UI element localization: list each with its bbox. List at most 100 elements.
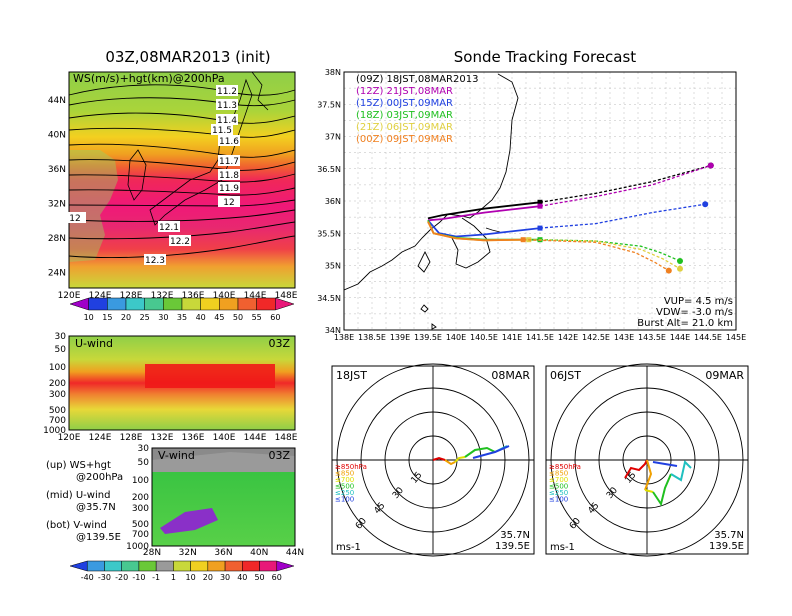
polar-legend-entry: ≤250 xyxy=(335,489,354,497)
v-lat-tick: 40N xyxy=(250,548,268,558)
v-lat-tick: 28N xyxy=(143,548,161,558)
panel-notes: (up) WS+hgt@200hPa (mid) U-wind@35.7N (bot… xyxy=(46,460,123,543)
wind-colorbar: -40 -30 -20 -10 -1 1 10 20 30 40 50 60 xyxy=(69,560,295,582)
contour-label-box xyxy=(218,135,240,146)
map-lat-tick: 24N xyxy=(48,269,66,279)
u-pressure-tick: 300 xyxy=(49,390,66,400)
map-lat-tick: 36N xyxy=(48,165,66,175)
colorbar-segment xyxy=(181,297,201,311)
contour-label-box xyxy=(158,221,180,232)
track-legend-entry: (18Z) 03JST,09MAR xyxy=(356,110,453,121)
track-landing-marker xyxy=(707,162,714,169)
track-lon-tick: 143E xyxy=(614,333,634,342)
colorbar-tick: 60 xyxy=(270,313,280,322)
u-pressure-tick: 30 xyxy=(55,332,67,342)
colorbar-segment xyxy=(173,560,191,572)
track-legend-entry: (00Z) 09JST,09MAR xyxy=(356,134,453,145)
map-lat-tick: 40N xyxy=(48,131,66,141)
colorbar-tick: 35 xyxy=(177,313,187,322)
track-lon-tick: 142.5E xyxy=(582,333,610,342)
u-lon-tick: 144E xyxy=(244,433,267,443)
vup-text: VUP= 4.5 m/s xyxy=(664,296,733,307)
u-pressure-tick: 100 xyxy=(49,363,66,373)
v-pressure-tick: 500 xyxy=(132,520,149,530)
contour-label: 11.6 xyxy=(219,137,239,147)
hodograph-segment xyxy=(444,459,456,466)
korea-outline xyxy=(127,149,147,201)
contour-label: 11.8 xyxy=(219,171,239,181)
v-pressure-tick: 700 xyxy=(132,530,149,540)
polar-lat: 35.7N xyxy=(714,530,744,541)
track-lon-tick: 139E xyxy=(390,333,410,342)
u-lon-ticks: 120E 124E 128E 132E 136E 140E 144E 148E xyxy=(58,433,298,443)
colorbar-segment xyxy=(86,560,105,572)
contour-label: 12.2 xyxy=(170,237,190,247)
track-lon-ticks: 138E 138.5E 139E 139.5E 140E 140.5E 141E 141.5E… xyxy=(334,333,746,342)
track-landing-marker xyxy=(677,257,683,264)
left-title: 03Z,08MAR2013 (init) xyxy=(105,48,270,66)
track-landing-marker xyxy=(702,201,709,208)
track-lon-tick: 138E xyxy=(334,333,354,342)
u-wind-core xyxy=(145,364,275,388)
contour-label-box xyxy=(216,114,238,125)
track-lon-tick: 140.5E xyxy=(470,333,498,342)
v-wind-purple xyxy=(160,508,218,534)
note-line-a: (mid) U-wind xyxy=(46,490,110,501)
u-lon-tick: 140E xyxy=(213,433,236,443)
colorbar-tick: 25 xyxy=(140,313,150,322)
v-pressure-tick: 300 xyxy=(132,504,149,514)
track-lat-tick: 35N xyxy=(325,262,341,271)
polar-legend-entry: ≤100 xyxy=(549,496,568,504)
track-dashed-line xyxy=(528,239,681,270)
hodograph-segment xyxy=(464,446,496,458)
colorbar-tick: 10 xyxy=(84,313,94,322)
colorbar-segment xyxy=(242,560,260,572)
map-lat-ticks: 44N 40N 36N 32N 28N 24N xyxy=(48,96,66,279)
map-lat-tick: 44N xyxy=(48,96,66,106)
polar-legend-entry: ≥850hPa xyxy=(335,463,367,471)
hodograph-segment xyxy=(652,461,678,467)
colorbar-tick: 10 xyxy=(186,573,196,582)
track-lon-tick: 144.5E xyxy=(694,333,722,342)
colorbar-tick: 60 xyxy=(272,573,282,582)
track-solid-line xyxy=(427,221,524,242)
polar-legend-entry: ≤850 xyxy=(335,470,354,478)
colorbar-segment xyxy=(138,560,157,572)
u-lon-tick: 128E xyxy=(120,433,143,443)
polar-legend-entry: ≤700 xyxy=(335,476,354,484)
colorbar-tick: 50 xyxy=(254,573,264,582)
track-dashed-line xyxy=(539,203,706,229)
track-burst-marker xyxy=(520,237,526,243)
colorbar-segment xyxy=(224,560,243,572)
v-wind-gray xyxy=(152,448,295,460)
track-lat-tick: 36.5N xyxy=(317,165,341,174)
colorbar-tick: 40 xyxy=(196,313,206,322)
map-lon-tick: 144E xyxy=(244,291,267,301)
note-line-b: @35.7N xyxy=(76,502,116,513)
polar-lon: 139.5E xyxy=(495,541,530,552)
track-legend-entry: (09Z) 18JST,08MAR2013 xyxy=(356,74,478,85)
track-lon-tick: 141.5E xyxy=(526,333,554,342)
colorbar-segment xyxy=(144,297,164,311)
track-burst-marker xyxy=(537,225,543,231)
map-lon-tick: 132E xyxy=(151,291,174,301)
colorbar-segment xyxy=(125,297,145,311)
colorbar-tick: -1 xyxy=(152,573,160,582)
hodograph-segment xyxy=(454,456,466,463)
track-lines xyxy=(427,162,714,274)
track-dashed-line xyxy=(539,164,711,203)
contour-label-box xyxy=(144,254,166,265)
track-landing-marker xyxy=(665,267,672,274)
track-solid-line xyxy=(427,205,541,222)
track-solid-line xyxy=(427,219,541,238)
colorbar-tick: 30 xyxy=(220,573,230,582)
track-lat-tick: 37.5N xyxy=(317,100,341,109)
map-lat-tick: 28N xyxy=(48,234,66,244)
track-coastline xyxy=(344,73,519,330)
polar-legend-entry: ≤500 xyxy=(335,483,354,491)
note-line-b: @139.5E xyxy=(76,532,121,543)
